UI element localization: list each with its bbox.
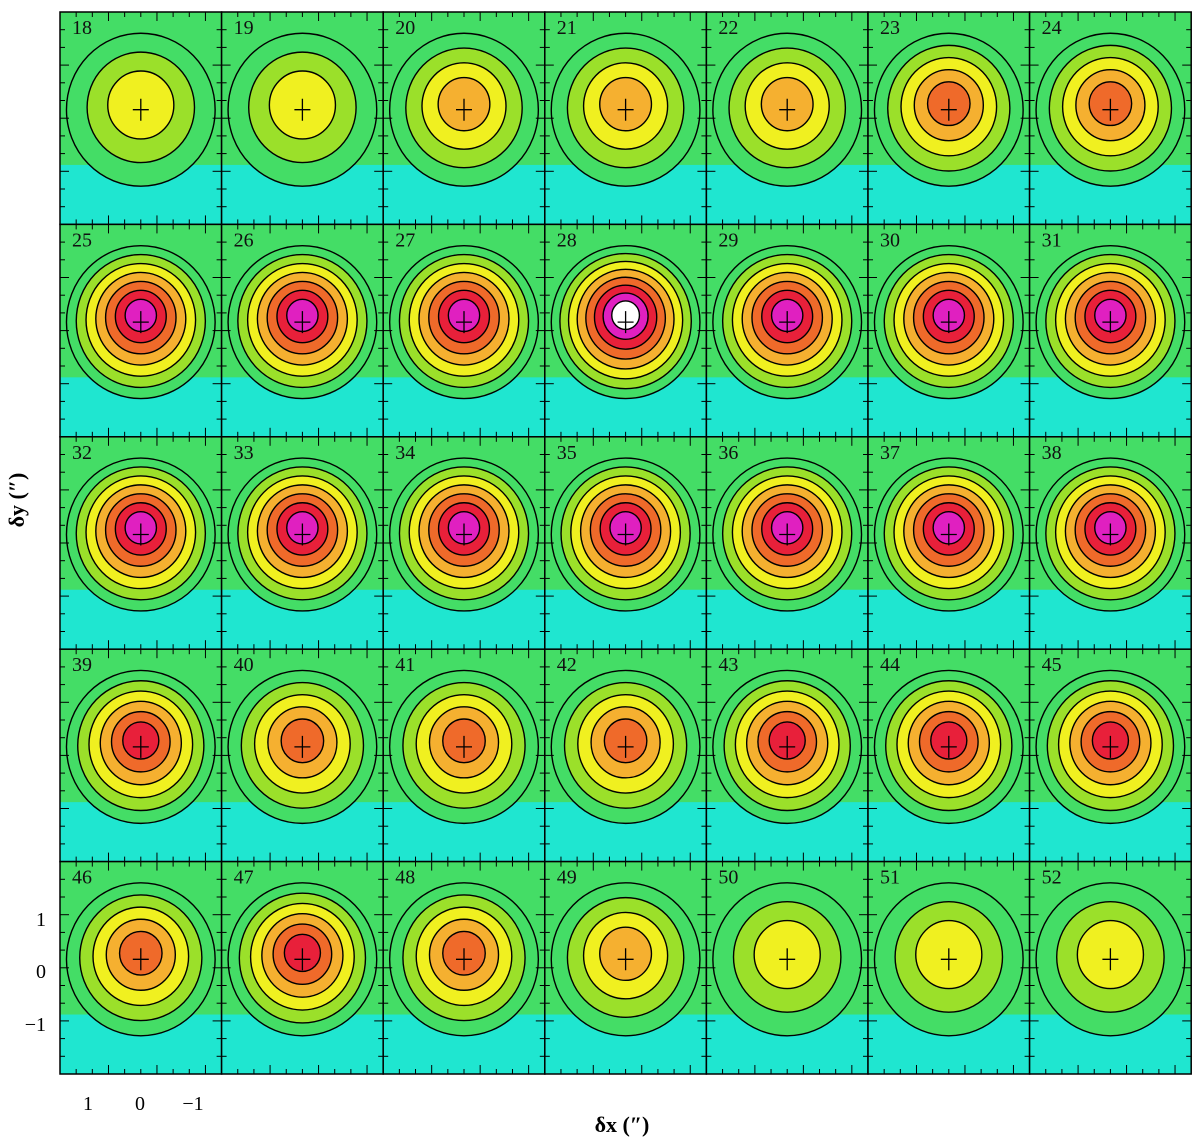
panel-label: 48	[395, 867, 415, 889]
channel-panel	[221, 649, 384, 862]
panel-label: 18	[72, 17, 92, 39]
panel-label: 21	[557, 17, 577, 39]
x-tick-label: 0	[135, 1093, 145, 1115]
panel-grid: 18 19 20 21 22 23 24 25 26 27 28 29 30 31 32 33 34 35 36 37…	[59, 11, 1192, 1075]
channel-panel	[706, 224, 868, 437]
panel-label: 20	[395, 17, 415, 39]
panel-label: 38	[1042, 442, 1062, 464]
y-tick-label: 1	[36, 909, 46, 931]
panel-label: 28	[557, 229, 577, 251]
panel-label: 39	[72, 654, 92, 676]
channel-panel	[868, 861, 1030, 1074]
channel-panel	[544, 861, 707, 1074]
panel-label: 24	[1042, 17, 1062, 39]
panel-label: 32	[72, 442, 92, 464]
y-tick-label: −1	[25, 1014, 46, 1036]
panel-label: 33	[234, 442, 254, 464]
channel-panel	[544, 12, 707, 225]
panel-label: 26	[234, 229, 254, 251]
panel-label: 41	[395, 654, 415, 676]
panel-label: 40	[234, 654, 254, 676]
panel-label: 31	[1042, 229, 1062, 251]
y-axis-label: δy (″)	[4, 473, 29, 528]
channel-panel	[706, 861, 868, 1074]
panel-label: 27	[395, 229, 415, 251]
channel-panel	[1029, 224, 1192, 437]
channel-panel	[221, 12, 384, 225]
panel-label: 47	[234, 867, 254, 889]
panel-label: 37	[880, 442, 900, 464]
channel-panel	[706, 436, 868, 650]
channel-panel	[60, 861, 222, 1074]
channel-panel	[383, 436, 545, 650]
channel-panel	[221, 861, 384, 1074]
panel-label: 22	[718, 17, 738, 39]
channel-panel	[60, 12, 222, 225]
channel-panel	[221, 224, 384, 437]
x-axis-label: δx (″)	[595, 1112, 650, 1137]
channel-panel	[383, 649, 545, 862]
panel-label: 19	[234, 17, 254, 39]
channel-panel	[383, 224, 545, 437]
channel-panel	[221, 436, 384, 650]
channel-panel	[868, 12, 1030, 225]
x-tick-label: −1	[182, 1093, 203, 1115]
channel-panel	[868, 649, 1030, 862]
panel-label: 50	[718, 867, 738, 889]
panel-label: 46	[72, 867, 92, 889]
panel-label: 36	[718, 442, 738, 464]
channel-panel	[706, 649, 868, 862]
axis-annotations: 1 0 −1 1 0 −1 δx (″) δy (″)	[4, 473, 649, 1137]
panel-label: 49	[557, 867, 577, 889]
panel-label: 25	[72, 229, 92, 251]
channel-panel	[60, 649, 222, 862]
panel-label: 35	[557, 442, 577, 464]
panel-label: 44	[880, 654, 900, 676]
channel-panel	[868, 224, 1030, 437]
channel-panel	[60, 436, 222, 650]
channel-panel	[544, 224, 707, 437]
channel-panel	[60, 224, 222, 437]
panel-label: 45	[1042, 654, 1062, 676]
channel-panel	[1029, 861, 1192, 1074]
y-tick-label: 0	[36, 961, 46, 983]
panel-label: 52	[1042, 867, 1062, 889]
channel-panel	[1029, 649, 1192, 862]
channel-panel	[868, 436, 1030, 650]
channel-panel	[1029, 436, 1192, 650]
panel-label: 43	[718, 654, 738, 676]
panel-label: 51	[880, 867, 900, 889]
channel-panel	[1029, 12, 1192, 225]
channel-panel	[383, 861, 545, 1074]
channel-panel	[706, 12, 868, 225]
panel-label: 30	[880, 229, 900, 251]
panel-label: 42	[557, 654, 577, 676]
x-tick-label: 1	[83, 1093, 93, 1115]
panel-label: 29	[718, 229, 738, 251]
panel-label: 23	[880, 17, 900, 39]
panel-label: 34	[395, 442, 415, 464]
channel-panel	[544, 436, 707, 650]
channel-panel	[544, 649, 707, 862]
channel-panel	[383, 12, 545, 225]
